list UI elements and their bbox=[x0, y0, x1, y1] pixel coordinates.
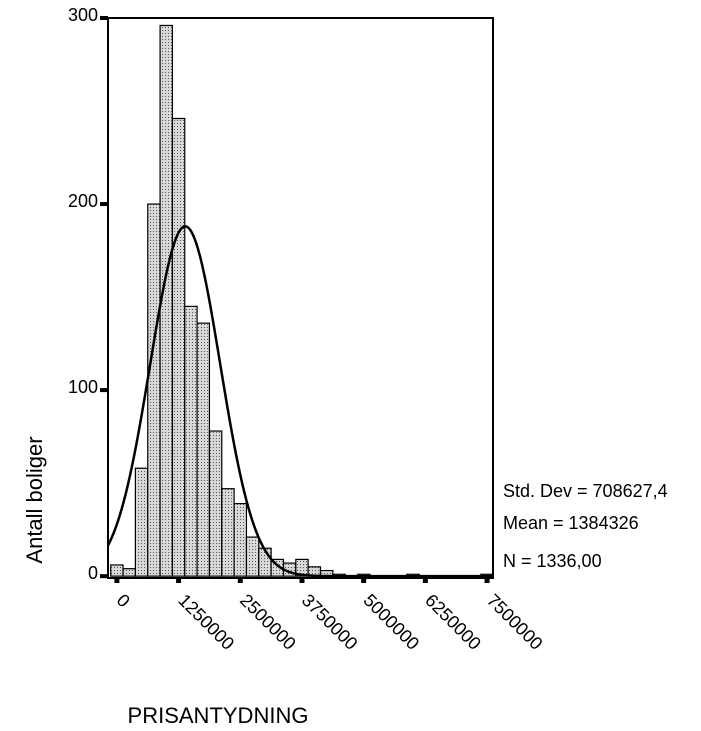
bar bbox=[184, 305, 198, 577]
x-tick bbox=[237, 578, 243, 583]
y-tick-label: 100 bbox=[68, 377, 98, 397]
x-axis-label: PRISANTYDNING bbox=[128, 703, 309, 728]
x-tick bbox=[176, 578, 182, 583]
bar bbox=[134, 467, 149, 577]
normal-curve bbox=[106, 225, 492, 578]
x-tick bbox=[361, 578, 367, 583]
stat-label: N = 1336,00 bbox=[503, 551, 602, 571]
bar bbox=[196, 322, 211, 577]
x-tick bbox=[114, 578, 120, 583]
bar bbox=[233, 502, 248, 577]
bar bbox=[147, 203, 161, 577]
stat-label: Std. Dev = 708627,4 bbox=[503, 481, 668, 501]
stat-label: Mean = 1384326 bbox=[503, 513, 639, 533]
x-tick-label: 1250000 bbox=[174, 590, 238, 654]
bar bbox=[245, 536, 260, 577]
bar bbox=[171, 117, 186, 577]
x-tick bbox=[422, 578, 428, 583]
y-axis-label: Antall boliger bbox=[22, 436, 47, 563]
x-tick bbox=[484, 578, 490, 583]
x-tick-label: 5000000 bbox=[359, 590, 423, 654]
bar bbox=[208, 430, 223, 577]
y-tick-label: 200 bbox=[68, 191, 98, 211]
x-tick-label: 6250000 bbox=[421, 590, 485, 654]
x-tick-label: 3750000 bbox=[298, 590, 362, 654]
x-tick bbox=[299, 578, 305, 583]
bar bbox=[122, 568, 136, 577]
bar bbox=[221, 488, 235, 577]
bar bbox=[110, 564, 124, 577]
y-tick-label: 0 bbox=[88, 563, 98, 583]
y-tick-label: 300 bbox=[68, 5, 98, 25]
x-tick-label: 0 bbox=[113, 590, 134, 611]
x-tick-label: 2500000 bbox=[236, 590, 300, 654]
x-tick-label: 7500000 bbox=[483, 590, 547, 654]
